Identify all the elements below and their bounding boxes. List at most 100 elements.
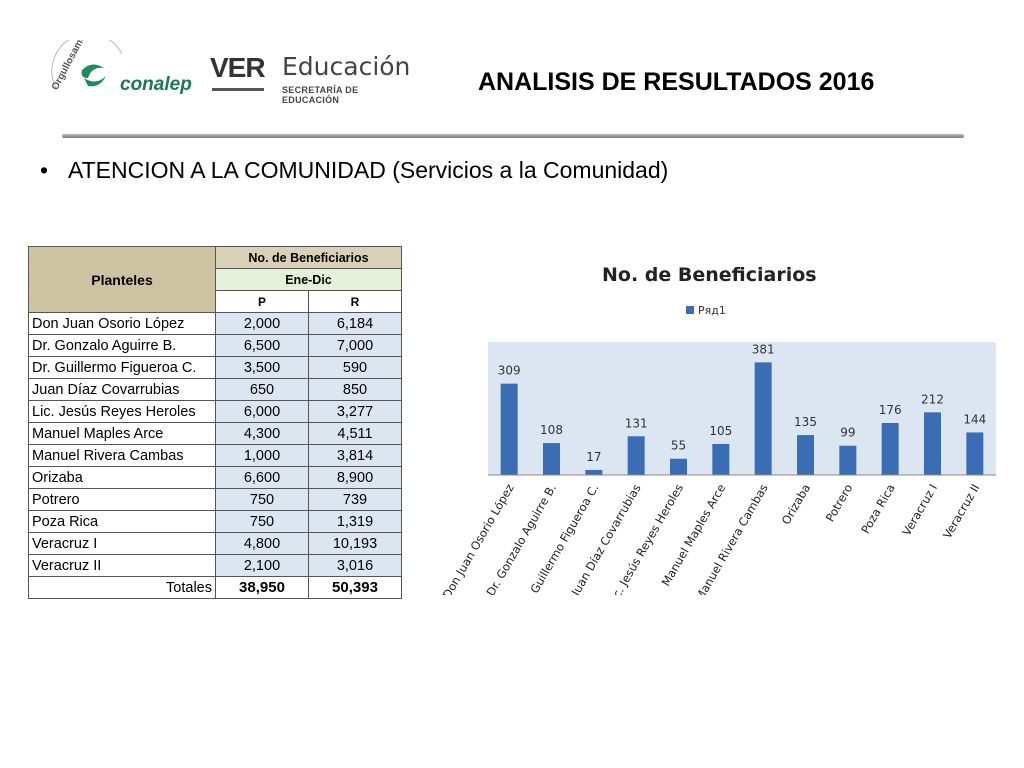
real-value: 6,184 bbox=[308, 312, 402, 335]
table-row: Juan Díaz Covarrubias 650 850 bbox=[28, 378, 402, 401]
plantel-name: Veracruz I bbox=[28, 532, 216, 555]
header-divider bbox=[62, 134, 964, 138]
planned-value: 2,000 bbox=[215, 312, 309, 335]
plot-area bbox=[488, 342, 996, 475]
plantel-name: Veracruz II bbox=[28, 554, 216, 577]
bar bbox=[500, 383, 518, 475]
data-label: 309 bbox=[498, 364, 521, 378]
plantel-name: Dr. Gonzalo Aguirre B. bbox=[28, 334, 216, 357]
planned-value: 750 bbox=[215, 488, 309, 511]
real-value: 739 bbox=[308, 488, 402, 511]
planned-value: 3,500 bbox=[215, 356, 309, 379]
real-value: 3,277 bbox=[308, 400, 402, 423]
table-row: Potrero 750 739 bbox=[28, 488, 402, 511]
bar bbox=[924, 412, 941, 475]
real-value: 7,000 bbox=[308, 334, 402, 357]
plantel-name: Dr. Guillermo Figueroa C. bbox=[28, 356, 216, 379]
bar-chart: No. de Beneficiarios Ряд1 309 Don Juan Osor… bbox=[412, 250, 1012, 595]
totals-row: Totales 38,950 50,393 bbox=[28, 576, 402, 599]
bar bbox=[543, 443, 560, 475]
page-title: ANALISIS DE RESULTADOS 2016 bbox=[478, 68, 875, 96]
plantel-name: Juan Díaz Covarrubias bbox=[28, 378, 216, 401]
plantel-name: Don Juan Osorio López bbox=[28, 312, 216, 335]
header-planteles: Planteles bbox=[28, 246, 216, 313]
planned-value: 6,500 bbox=[215, 334, 309, 357]
data-label: 176 bbox=[879, 403, 902, 417]
bar bbox=[881, 422, 899, 475]
data-label: 131 bbox=[625, 416, 648, 430]
data-label: 144 bbox=[963, 412, 986, 426]
plantel-name: Manuel Maples Arce bbox=[28, 422, 216, 445]
data-label: 135 bbox=[794, 415, 817, 429]
table-row: Manuel Rivera Cambas 1,000 3,814 bbox=[28, 444, 402, 467]
planned-value: 650 bbox=[215, 378, 309, 401]
table-row: Dr. Gonzalo Aguirre B. 6,500 7,000 bbox=[28, 334, 402, 357]
ver-logo-underline bbox=[212, 88, 264, 91]
plantel-name: Potrero bbox=[28, 488, 216, 511]
bar bbox=[797, 435, 814, 475]
planned-value: 6,600 bbox=[215, 466, 309, 489]
real-value: 8,900 bbox=[308, 466, 402, 489]
x-tick-label: Manuel Rivera Cambas bbox=[692, 481, 770, 595]
x-tick-label: Potrero bbox=[823, 482, 856, 525]
header-p: P bbox=[215, 290, 309, 313]
data-label: 55 bbox=[671, 439, 686, 453]
real-value: 10,193 bbox=[308, 532, 402, 555]
table-row: Manuel Maples Arce 4,300 4,511 bbox=[28, 422, 402, 445]
bar bbox=[627, 436, 645, 475]
table-row: Lic. Jesús Reyes Heroles 6,000 3,277 bbox=[28, 400, 402, 423]
data-label: 99 bbox=[840, 426, 855, 440]
planned-value: 750 bbox=[215, 510, 309, 533]
bar bbox=[585, 469, 603, 475]
data-label: 381 bbox=[752, 342, 775, 356]
table-row: Poza Rica 750 1,319 bbox=[28, 510, 402, 533]
ver-educacion-logo: VER Educación SECRETARÍA DE EDUCACIÓN bbox=[210, 52, 411, 105]
chart-title: No. de Beneficiarios bbox=[602, 264, 817, 286]
totals-label: Totales bbox=[28, 576, 216, 599]
planned-value: 6,000 bbox=[215, 400, 309, 423]
table-row: Don Juan Osorio López 2,000 6,184 bbox=[28, 312, 402, 335]
planned-value: 2,100 bbox=[215, 554, 309, 577]
real-value: 590 bbox=[308, 356, 402, 379]
bar bbox=[839, 445, 857, 475]
real-value: 1,319 bbox=[308, 510, 402, 533]
header-period: Ene-Dic bbox=[215, 268, 402, 291]
table-row: Veracruz I 4,800 10,193 bbox=[28, 532, 402, 555]
planned-value: 4,800 bbox=[215, 532, 309, 555]
educacion-logo-text: Educación bbox=[282, 52, 411, 81]
bar bbox=[712, 443, 730, 475]
data-label: 105 bbox=[709, 424, 732, 438]
table-row: Dr. Guillermo Figueroa C. 3,500 590 bbox=[28, 356, 402, 379]
x-tick-label: Poza Rica bbox=[858, 481, 898, 536]
x-tick-label: Veracruz II bbox=[940, 482, 982, 542]
plantel-name: Manuel Rivera Cambas bbox=[28, 444, 216, 467]
section-heading: ATENCION A LA COMUNIDAD (Servicios a la … bbox=[68, 157, 669, 183]
beneficiaries-table: Planteles No. de Beneficiarios Ene-Dic P… bbox=[28, 246, 402, 599]
bar bbox=[670, 458, 687, 475]
plantel-name: Lic. Jesús Reyes Heroles bbox=[28, 400, 216, 423]
legend-label: Ряд1 bbox=[698, 304, 726, 317]
secretaria-logo-text: SECRETARÍA DE EDUCACIÓN bbox=[282, 85, 359, 105]
legend-swatch bbox=[686, 306, 694, 314]
data-label: 108 bbox=[540, 423, 563, 437]
bullet-symbol: • bbox=[40, 157, 49, 183]
header-r: R bbox=[308, 290, 402, 313]
plantel-name: Orizaba bbox=[28, 466, 216, 489]
conalep-name: conalep bbox=[120, 74, 192, 95]
conalep-logo: Orgullosamente conalep bbox=[44, 19, 194, 100]
total-planned: 38,950 bbox=[215, 576, 309, 599]
x-tick-label: Veracruz I bbox=[899, 482, 940, 539]
bar bbox=[966, 432, 984, 475]
section-bullet: • ATENCION A LA COMUNIDAD (Servicios a la… bbox=[40, 157, 668, 184]
table-row: Veracruz II 2,100 3,016 bbox=[28, 554, 402, 577]
real-value: 850 bbox=[308, 378, 402, 401]
header-beneficiarios: No. de Beneficiarios bbox=[215, 246, 402, 269]
ver-logo-text: VER bbox=[210, 52, 266, 83]
data-label: 212 bbox=[921, 392, 944, 406]
real-value: 3,016 bbox=[308, 554, 402, 577]
data-label: 17 bbox=[586, 450, 601, 464]
real-value: 3,814 bbox=[308, 444, 402, 467]
x-tick-label: Orizaba bbox=[779, 482, 813, 527]
bar bbox=[754, 362, 772, 475]
